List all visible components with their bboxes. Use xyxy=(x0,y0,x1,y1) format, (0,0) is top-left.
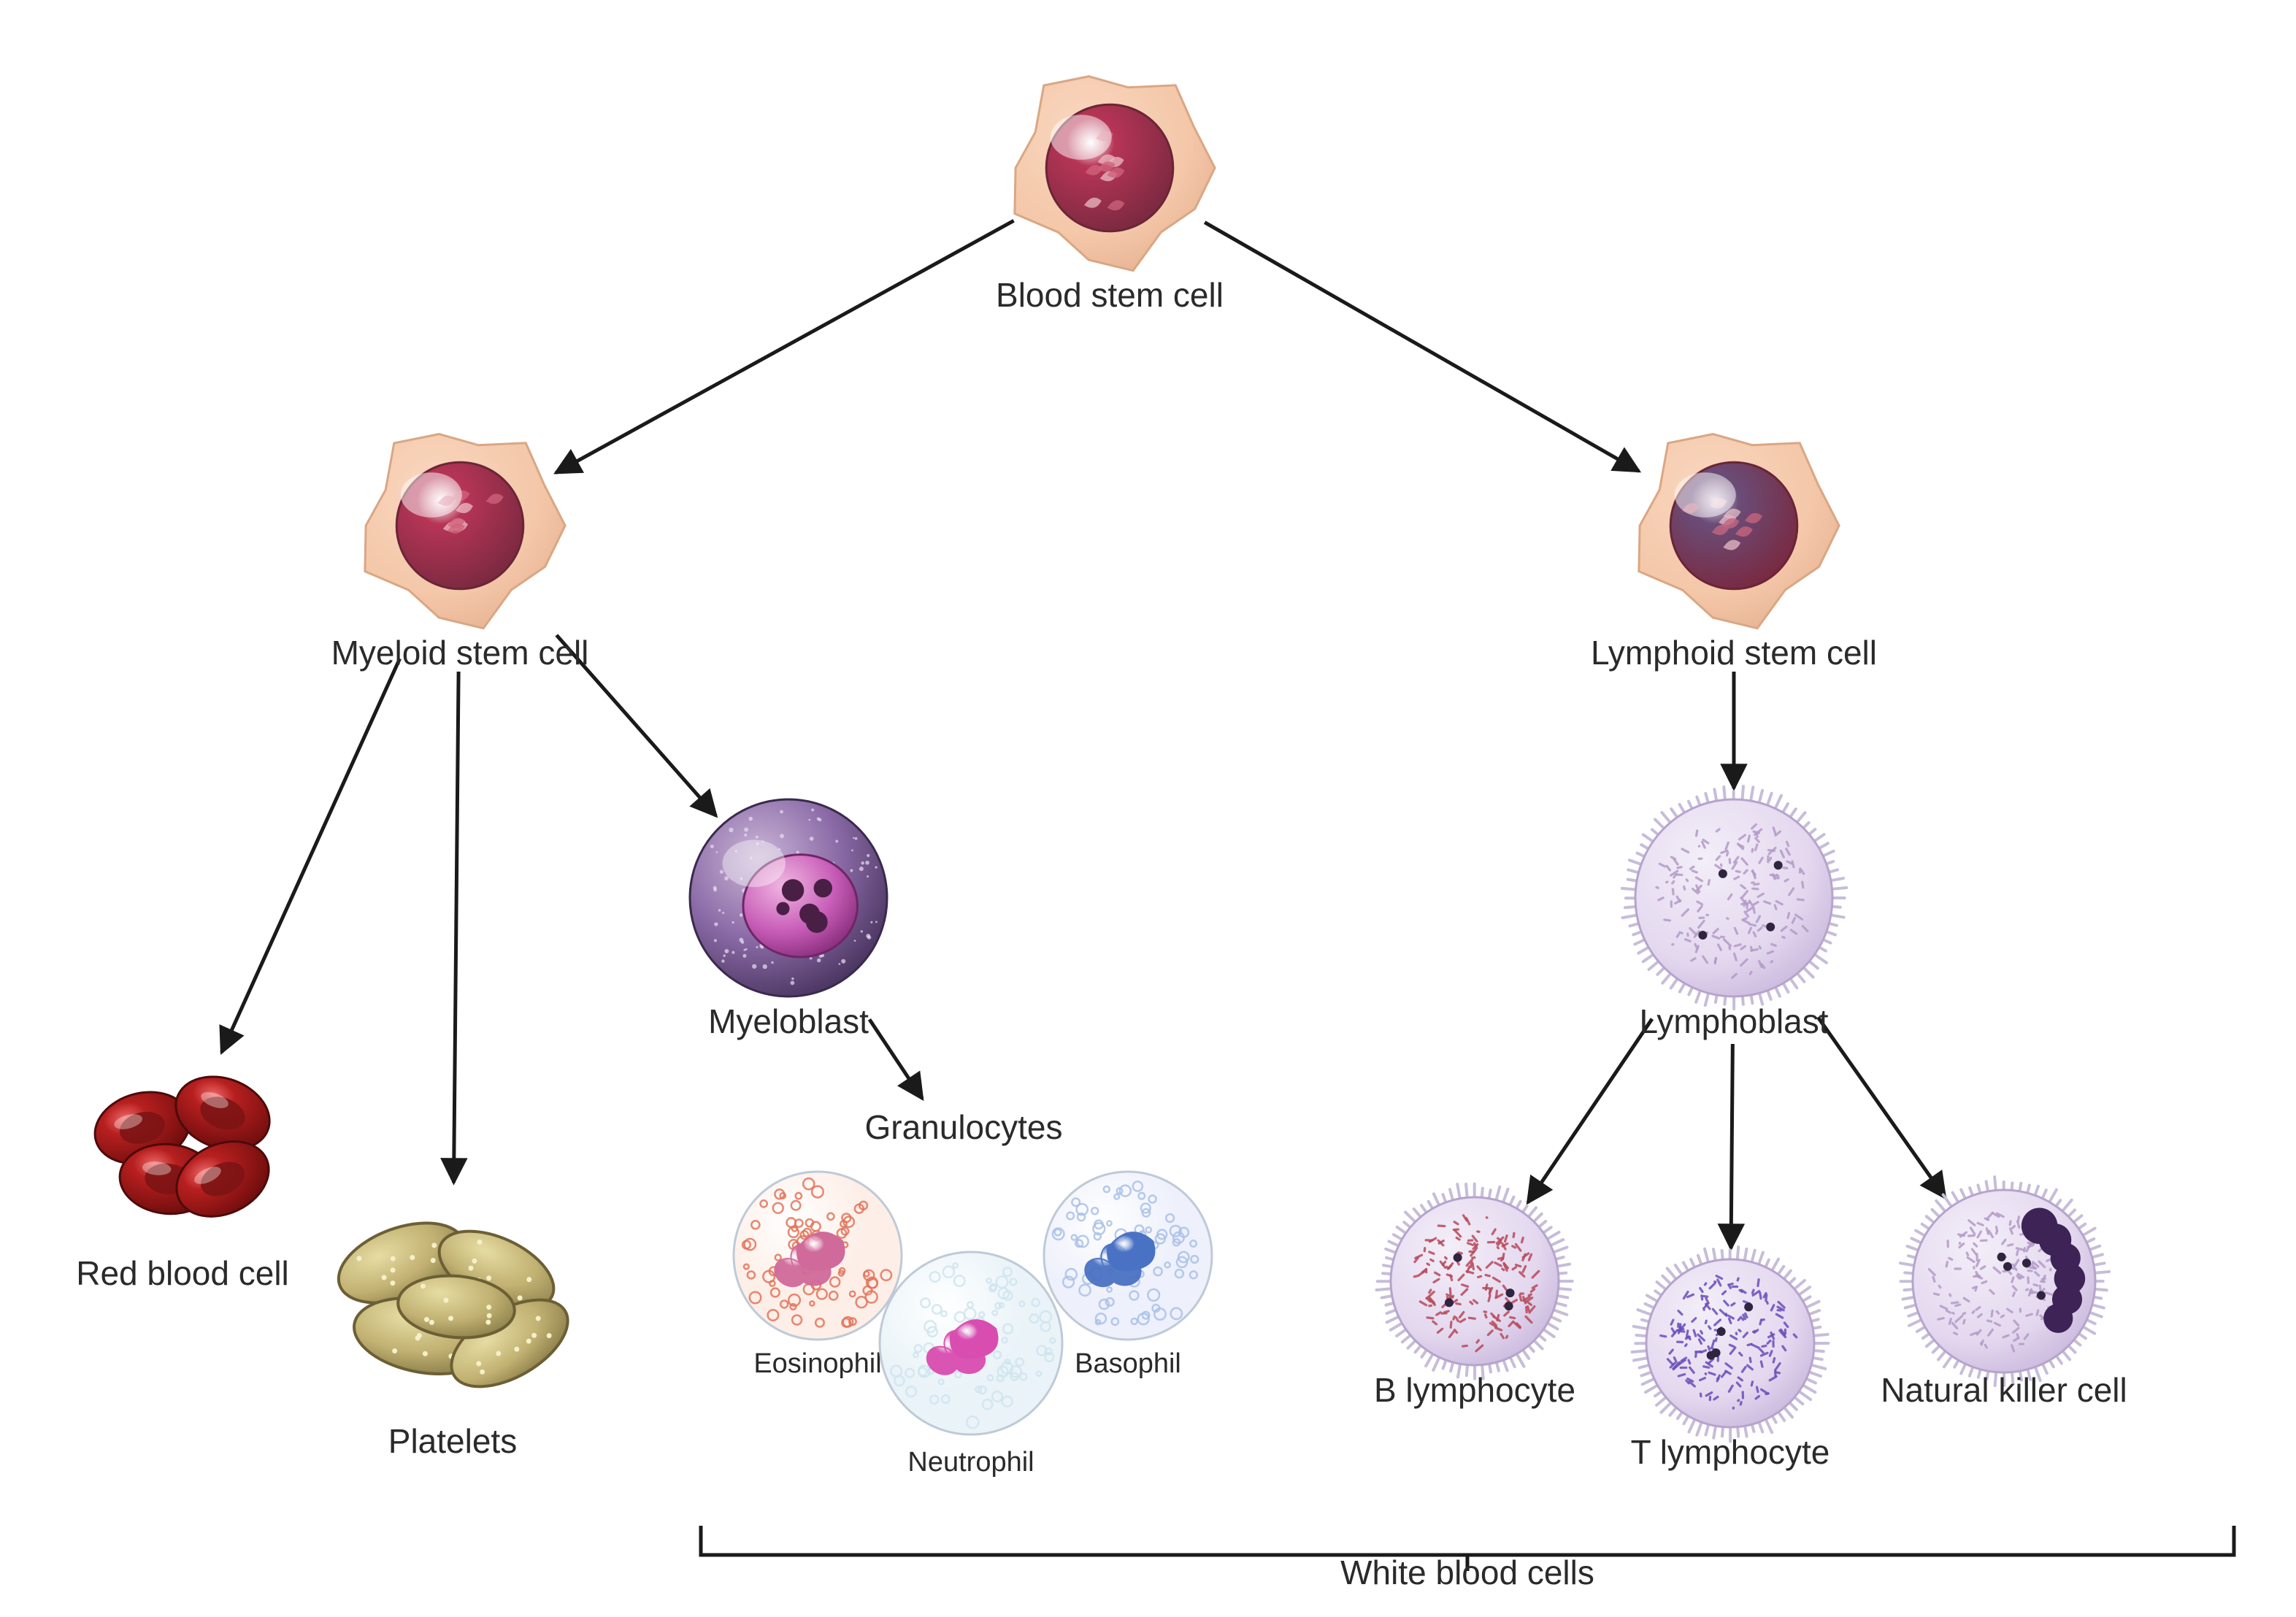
label-b_lymph: B lymphocyte xyxy=(1374,1371,1575,1409)
edge-lymphoblast-t_lymph xyxy=(1731,1044,1732,1248)
label-blood_stem: Blood stem cell xyxy=(996,276,1224,314)
node-eosinophil xyxy=(734,1172,902,1340)
edge-lymphoblast-b_lymph xyxy=(1528,1019,1652,1203)
node-myeloid_stem xyxy=(365,434,565,629)
node-b_lymph xyxy=(1377,1184,1573,1379)
edge-myeloid_stem-platelets xyxy=(454,672,459,1183)
node-rbc xyxy=(87,1064,281,1231)
label-basophil: Basophil xyxy=(1075,1348,1181,1379)
node-basophil xyxy=(1044,1172,1212,1340)
edge-blood_stem-lymphoid_stem xyxy=(1205,223,1639,472)
label-eosinophil: Eosinophil xyxy=(753,1348,881,1379)
hematopoiesis-diagram: Blood stem cell Myeloid stem cell Lymphoid… xyxy=(0,0,2296,1617)
label-rbc: Red blood cell xyxy=(76,1254,289,1292)
label-lymphoid_stem: Lymphoid stem cell xyxy=(1591,634,1877,672)
node-myeloblast xyxy=(690,799,887,996)
label-granulocytes: Granulocytes xyxy=(864,1108,1062,1146)
edge-myeloblast-granulocytes xyxy=(869,1019,922,1099)
label-platelets: Platelets xyxy=(388,1422,517,1460)
node-t_lymph xyxy=(1632,1247,1829,1441)
label-neutrophil: Neutrophil xyxy=(907,1447,1034,1478)
label-myeloblast: Myeloblast xyxy=(708,1002,869,1040)
node-nk xyxy=(1900,1177,2109,1386)
node-blood_stem xyxy=(1015,77,1215,271)
edge-blood_stem-myeloid_stem xyxy=(556,220,1013,472)
node-lymphoblast xyxy=(1622,786,1846,1009)
node-neutrophil xyxy=(880,1252,1062,1434)
edge-lymphoblast-nk xyxy=(1818,1017,1945,1197)
edge-myeloid_stem-rbc xyxy=(222,658,400,1052)
label-nk: Natural killer cell xyxy=(1881,1371,2127,1409)
node-platelets xyxy=(328,1207,582,1405)
label-myeloid_stem: Myeloid stem cell xyxy=(331,634,589,672)
label-lymphoblast: Lymphoblast xyxy=(1639,1002,1828,1040)
label-white-blood-cells: White blood cells xyxy=(1340,1553,1594,1591)
label-t_lymph: T lymphocyte xyxy=(1631,1433,1830,1471)
node-lymphoid_stem xyxy=(1639,434,1839,629)
